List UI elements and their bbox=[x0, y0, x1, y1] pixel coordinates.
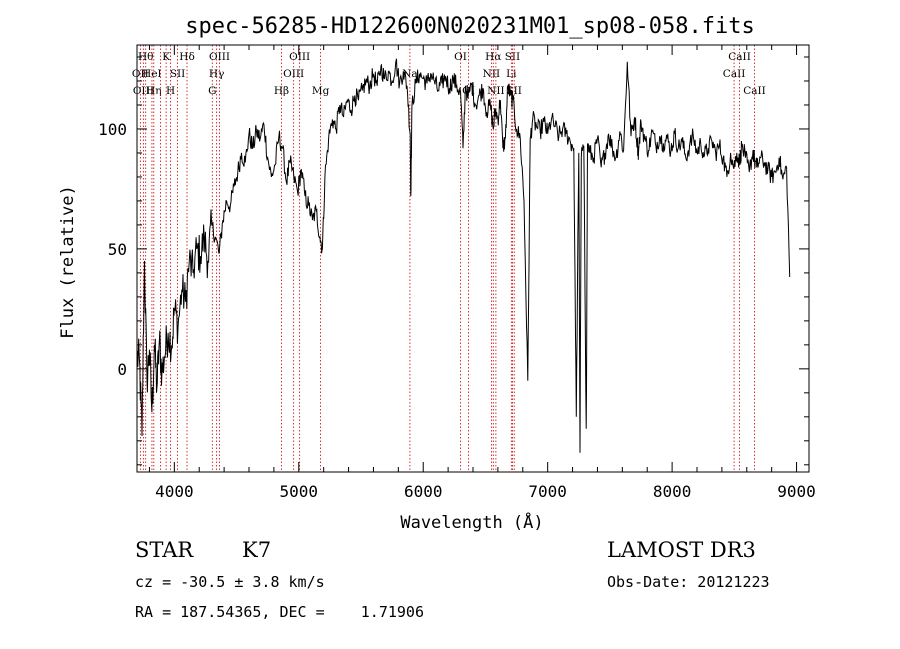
survey-name: LAMOST DR3 bbox=[607, 538, 756, 562]
line-label: Hγ bbox=[209, 68, 224, 80]
spectral-line-markers: OII OIII Hθ HeI Hη K H SII Hδ G Hγ OIII Hβ OIII OIII Mg… bbox=[132, 45, 766, 472]
line-label: Hη bbox=[146, 85, 161, 97]
observation-date: Obs-Date: 20121223 bbox=[607, 573, 770, 591]
line-label: HeI bbox=[142, 68, 162, 80]
y-tick-label: 0 bbox=[117, 360, 127, 379]
line-label: NII bbox=[487, 85, 504, 97]
line-label: Hθ bbox=[138, 51, 153, 63]
line-label: SII bbox=[170, 68, 186, 80]
spectrum-plot bbox=[136, 58, 791, 453]
line-label: CaII bbox=[743, 85, 766, 97]
x-tick-label: 9000 bbox=[777, 482, 816, 501]
line-label: Li bbox=[506, 68, 517, 80]
line-label: H bbox=[166, 85, 175, 97]
x-tick-label: 8000 bbox=[653, 482, 692, 501]
plot-frame bbox=[136, 44, 810, 473]
x-axis-label: Wavelength (Å) bbox=[400, 511, 543, 533]
line-label: G bbox=[208, 85, 216, 97]
line-label: K bbox=[162, 51, 170, 63]
spectral-subclass: K7 bbox=[242, 538, 272, 562]
object-class: STAR bbox=[135, 538, 194, 562]
line-label: OIII bbox=[209, 51, 230, 63]
line-label: SII bbox=[505, 51, 521, 63]
line-label: CaII bbox=[723, 68, 746, 80]
spectrum-series-line bbox=[136, 58, 791, 453]
x-axis: 4000 5000 6000 7000 8000 9000 bbox=[148, 45, 816, 501]
line-label: Mg bbox=[312, 85, 330, 97]
line-label: OII bbox=[132, 68, 149, 80]
line-label: OIII bbox=[289, 51, 310, 63]
y-axis-label: Flux (relative) bbox=[58, 185, 78, 339]
y-axis: 0 50 100 bbox=[98, 56, 809, 466]
x-tick-label: 5000 bbox=[280, 482, 319, 501]
line-label: Hβ bbox=[274, 85, 289, 97]
line-label: Hα bbox=[485, 51, 501, 63]
line-label: CaII bbox=[728, 51, 751, 63]
line-label: OI bbox=[454, 51, 467, 63]
line-label: NII bbox=[483, 68, 500, 80]
x-tick-label: 4000 bbox=[155, 482, 194, 501]
redshift-value: cz = -30.5 ± 3.8 km/s bbox=[135, 573, 325, 591]
line-label: Hδ bbox=[179, 51, 194, 63]
y-tick-label: 100 bbox=[98, 120, 127, 139]
x-tick-label: 7000 bbox=[528, 482, 567, 501]
line-label: OIII bbox=[283, 68, 304, 80]
y-tick-label: 50 bbox=[108, 240, 127, 259]
coordinates: RA = 187.54365, DEC = 1.71906 bbox=[135, 603, 424, 621]
chart-title: spec-56285-HD122600N020231M01_sp08-058.f… bbox=[185, 14, 755, 39]
x-tick-label: 6000 bbox=[404, 482, 443, 501]
line-label: OIII bbox=[133, 85, 154, 97]
